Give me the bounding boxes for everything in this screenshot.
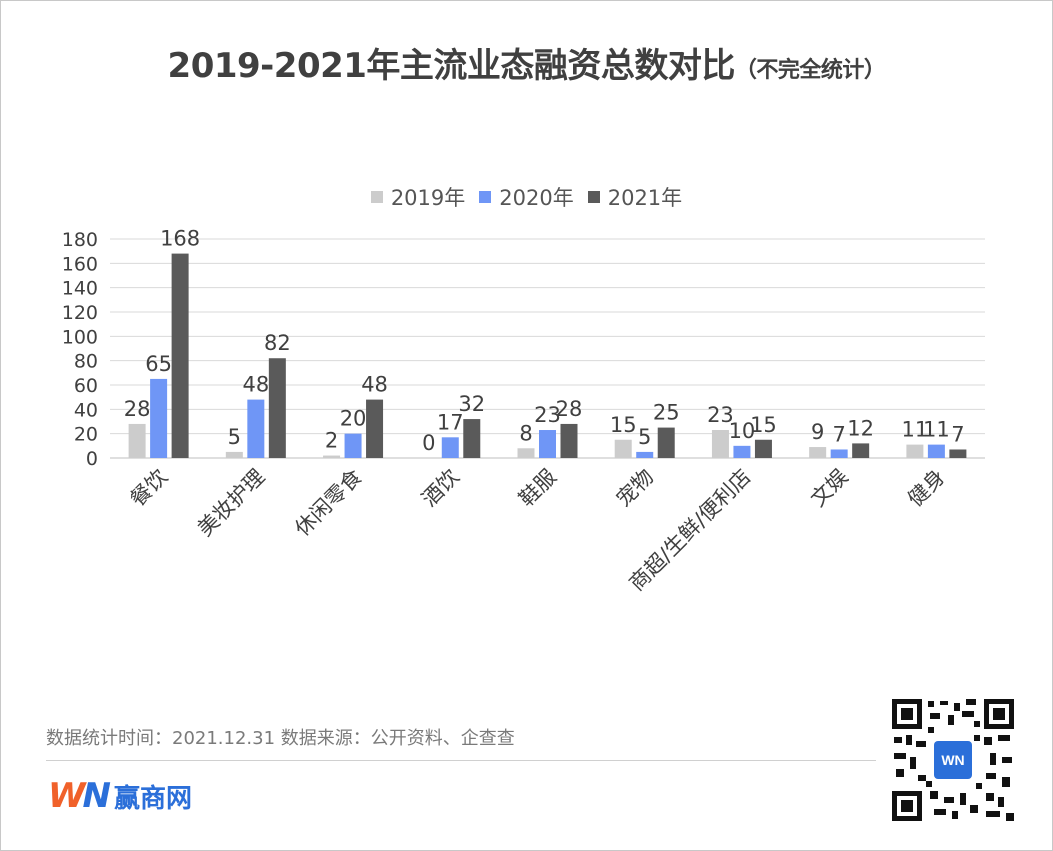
bar-value-label: 168	[160, 227, 200, 251]
legend-item-2021: 2021年	[584, 182, 686, 212]
y-tick-label: 40	[74, 399, 98, 421]
qr-code: WN	[890, 697, 1016, 823]
bar-value-label: 28	[124, 397, 151, 421]
bar-2021年	[852, 443, 870, 458]
bar-2020年	[150, 378, 168, 458]
bar-value-label: 12	[847, 416, 874, 440]
bar-2020年	[247, 399, 265, 458]
bar-2020年	[539, 430, 556, 458]
bar-value-label: 82	[264, 331, 291, 355]
bar-2019年	[711, 430, 729, 458]
brand-logo-text: 赢商网	[113, 783, 192, 814]
bar-value-label: 17	[437, 410, 464, 434]
bar-value-label: 25	[653, 401, 680, 425]
bar-value-label: 23	[707, 403, 734, 427]
bar-2019年	[323, 455, 341, 458]
y-tick-label: 180	[62, 229, 98, 251]
y-tick-label: 160	[62, 253, 98, 275]
bar-2020年	[441, 437, 459, 458]
bar-2020年	[830, 449, 848, 458]
x-tick-label: 健身	[903, 465, 950, 512]
y-tick-label: 0	[86, 448, 98, 470]
bar-2020年	[733, 445, 751, 458]
bar-value-label: 8	[519, 421, 532, 445]
bar-value-label: 48	[242, 373, 269, 397]
brand-logo-mark-w: W	[48, 776, 85, 816]
title-main: 2019-2021年主流业态融资总数对比	[167, 46, 736, 86]
bar-2021年	[754, 439, 772, 458]
legend-swatch-2020	[479, 191, 492, 203]
x-tick-label: 宠物	[612, 465, 659, 512]
bar-2020年	[344, 433, 362, 458]
bar-2021年	[171, 253, 189, 458]
bar-value-label: 28	[556, 397, 583, 421]
bar-2019年	[225, 451, 243, 458]
bar-2021年	[657, 427, 675, 458]
bar-2020年	[927, 444, 945, 458]
x-tick-label: 休闲零食	[290, 465, 366, 541]
y-tick-label: 60	[74, 375, 98, 397]
qr-logo-text: WN	[941, 752, 964, 768]
bar-value-label: 7	[951, 422, 964, 446]
bar-value-label: 15	[610, 413, 637, 437]
y-tick-label: 140	[62, 278, 98, 300]
x-tick-label: 鞋服	[514, 465, 561, 512]
bar-2021年	[463, 419, 481, 458]
x-tick-label: 酒饮	[417, 465, 464, 512]
bar-value-label: 11	[902, 418, 929, 442]
bar-value-label: 2	[325, 429, 338, 453]
bar-2019年	[128, 423, 146, 458]
bar-value-label: 7	[832, 422, 845, 446]
chart-title: 2019-2021年主流业态融资总数对比（不完全统计）	[0, 38, 1053, 87]
x-tick-label: 美妆护理	[193, 465, 269, 541]
y-tick-label: 100	[62, 326, 98, 348]
bar-2021年	[949, 449, 967, 458]
title-subtitle: （不完全统计）	[734, 58, 886, 83]
brand-logo-mark-n: N	[82, 776, 112, 816]
bar-value-label: 20	[340, 407, 367, 431]
bar-value-label: 11	[923, 418, 950, 442]
legend-item-2019: 2019年	[367, 182, 469, 212]
footer-source-note: 数据统计时间：2021.12.31 数据来源：公开资料、企查查	[46, 728, 515, 749]
bar-2021年	[560, 423, 578, 458]
legend-label-2019: 2019年	[390, 186, 466, 210]
legend-label-2021: 2021年	[607, 186, 683, 210]
x-tick-label: 餐饮	[125, 465, 172, 512]
bar-2019年	[517, 448, 535, 458]
legend-swatch-2019	[370, 191, 383, 203]
legend-label-2020: 2020年	[499, 186, 574, 210]
y-tick-label: 20	[74, 424, 98, 446]
bar-value-label: 48	[361, 373, 388, 397]
y-tick-label: 80	[74, 351, 98, 373]
brand-logo: WN 赢商网	[48, 776, 192, 816]
bar-2019年	[809, 447, 827, 458]
bar-value-label: 65	[145, 352, 172, 376]
bar-value-label: 10	[729, 419, 756, 443]
bar-value-label: 0	[422, 431, 435, 455]
brand-logo-mark: WN	[48, 776, 112, 816]
bar-2019年	[906, 444, 924, 458]
bar-value-label: 5	[228, 425, 241, 449]
bar-2021年	[366, 399, 384, 458]
bar-2021年	[268, 358, 286, 458]
bar-value-label: 5	[638, 425, 651, 449]
bar-value-label: 32	[458, 392, 485, 416]
x-tick-label: 文娱	[806, 465, 853, 512]
legend-swatch-2021	[587, 191, 600, 203]
y-tick-label: 120	[62, 302, 98, 324]
bar-value-label: 15	[750, 413, 777, 437]
bar-value-label: 9	[811, 420, 824, 444]
bar-value-label: 23	[534, 403, 561, 427]
bar-2019年	[614, 439, 632, 458]
footer-divider	[46, 760, 876, 761]
bar-chart: 0204060801001201401601802865168餐饮54882美妆…	[62, 227, 985, 595]
legend: 2019年 2020年 2021年	[0, 182, 1053, 212]
legend-item-2020: 2020年	[475, 182, 577, 212]
bar-2020年	[636, 451, 654, 458]
